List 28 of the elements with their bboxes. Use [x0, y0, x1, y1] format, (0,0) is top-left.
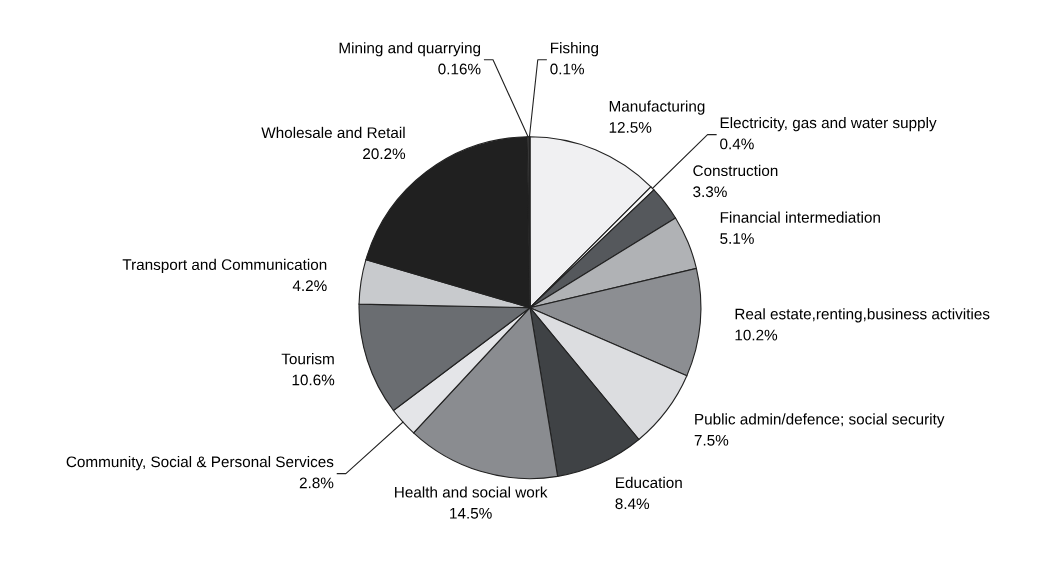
- data-label: 3.3%: [693, 186, 727, 198]
- slice-label: Financial intermediation: [720, 211, 880, 223]
- data-label: 10.2%: [735, 329, 778, 341]
- data-label: 0.16%: [438, 63, 481, 75]
- data-label: 7.5%: [694, 434, 729, 446]
- slice-label: Health and social work: [395, 486, 548, 498]
- data-label: 8.4%: [615, 498, 650, 510]
- slice-label: Community, Social & Personal Services: [66, 455, 334, 471]
- slice-label: Real estate,renting,business activities: [735, 308, 990, 323]
- slice-label: Manufacturing: [609, 100, 705, 115]
- slice-label: Transport and Communication: [122, 258, 327, 274]
- slice-label: Education: [616, 476, 682, 489]
- slice-label: Mining and quarrying: [339, 42, 481, 57]
- slice-label: Electricity, gas and water supply: [720, 117, 937, 132]
- data-label: 0.4%: [720, 138, 754, 150]
- data-label: 10.6%: [292, 374, 335, 386]
- data-label: 20.2%: [363, 148, 406, 160]
- data-label: 4.2%: [292, 280, 327, 292]
- slice-label: Wholesale and Retail: [261, 126, 405, 139]
- slice-label: Public admin/defence; social security: [695, 413, 945, 428]
- slice-label: Tourism: [281, 353, 334, 365]
- data-label: 14.5%: [450, 507, 492, 519]
- slice-label: Construction: [693, 164, 778, 177]
- slice-label: Fishing: [550, 42, 598, 57]
- data-label: 0.1%: [550, 63, 585, 75]
- data-label: 5.1%: [720, 233, 754, 244]
- data-label: 12.5%: [609, 121, 652, 133]
- data-label: 2.8%: [299, 477, 334, 489]
